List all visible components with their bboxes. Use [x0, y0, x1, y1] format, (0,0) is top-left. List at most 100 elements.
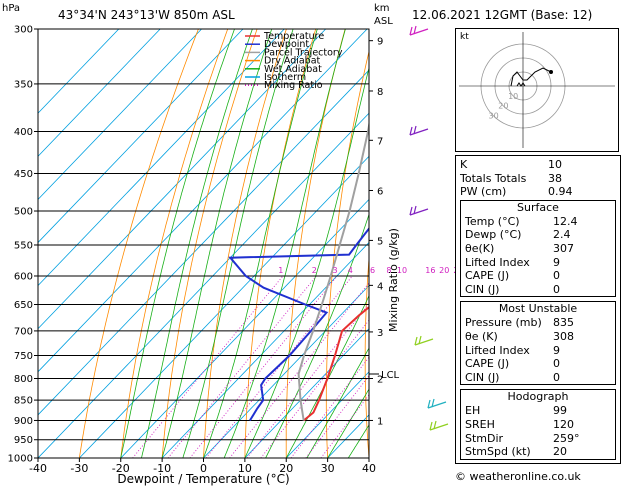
- temperature-tick-label: 40: [362, 462, 376, 475]
- index-value: 835: [553, 316, 574, 330]
- most-unstable-rows: Pressure (mb) 835 θe (K) 308 Lifted Index 9 CA…: [461, 316, 615, 384]
- index-row: Pressure (mb) 835: [461, 316, 615, 330]
- mixing-ratio-line: [189, 275, 338, 458]
- km-tick-label: 6: [377, 186, 383, 197]
- index-value: 12.4: [553, 214, 578, 228]
- surface-section: Surface Temp (°C) 12.4 Dewp (°C) 2.4 θe(K) 30…: [460, 199, 616, 298]
- km-tick-label: 3: [377, 328, 383, 339]
- isotherm-line: [244, 328, 369, 458]
- index-label: Lifted Index: [465, 343, 530, 357]
- isotherm-line: [38, 69, 369, 416]
- legend-label: Temperature: [263, 31, 324, 42]
- index-row: CAPE (J) 0: [461, 269, 615, 283]
- index-row: Lifted Index 9: [461, 256, 615, 270]
- mixing-ratio-label: 8: [386, 266, 391, 275]
- legend-label: Wet Adiabat: [264, 64, 322, 75]
- pressure-tick-label: 1000: [8, 454, 33, 465]
- temperature-tick-label: -40: [29, 462, 47, 475]
- hodograph-storm-marker: [516, 82, 526, 87]
- most-unstable-section: Most Unstable Pressure (mb) 835 θe (K) 308 L…: [460, 301, 616, 386]
- datetime-title: 12.06.2021 12GMT (Base: 12): [412, 8, 593, 22]
- temperature-tick-label: 30: [321, 462, 335, 475]
- index-value: 259°: [553, 431, 580, 445]
- index-value: 9: [553, 343, 560, 357]
- indices-top-section: K 10 Totals Totals 38 PW (cm) 0.94: [456, 156, 620, 200]
- km-tick-label: 9: [377, 37, 383, 48]
- wind-barb: [409, 125, 429, 136]
- hodograph-trace: [510, 67, 552, 87]
- wet-adiabat-line: [120, 29, 235, 458]
- index-row: K 10: [456, 158, 620, 172]
- isotherm-line: [38, 112, 369, 458]
- hodograph-rows: EH 99 SREH 120 StmDir 259° StmSpd (kt) 20: [461, 404, 615, 458]
- index-value: 0: [553, 269, 560, 283]
- isotherm-line: [38, 29, 161, 157]
- km-tick-label: 7: [377, 136, 383, 147]
- legend-label: Dewpoint: [264, 39, 309, 50]
- km-tick-label: 2: [377, 374, 383, 385]
- profile-dewpoint: [228, 227, 369, 422]
- pressure-tick-label: 650: [14, 300, 33, 311]
- index-row: θe(K) 307: [461, 242, 615, 256]
- isotherm-line: [120, 198, 369, 458]
- index-row: CIN (J) 0: [461, 283, 615, 297]
- indices-table: K 10 Totals Totals 38 PW (cm) 0.94 Surface Te…: [455, 155, 621, 464]
- index-label: StmDir: [465, 431, 504, 445]
- dry-adiabat-line: [79, 29, 199, 458]
- hodograph-ring-label: 20: [498, 102, 508, 111]
- pressure-tick-label: 750: [14, 351, 33, 362]
- temperature-tick-label: -10: [153, 462, 171, 475]
- index-value: 308: [553, 329, 574, 343]
- wind-barb: [409, 205, 429, 216]
- km-tick-label: 1: [377, 416, 383, 427]
- index-row: CIN (J) 0: [461, 371, 615, 385]
- mixing-ratio-label: 3: [333, 266, 338, 275]
- temperature-tick-label: 0: [200, 462, 207, 475]
- pressure-tick-label: 850: [14, 396, 33, 407]
- mixing-ratio-label: 2: [312, 266, 317, 275]
- legend-label: Isotherm: [264, 72, 306, 83]
- hodograph-section: Hodograph EH 99 SREH 120 StmDir 259° StmSpd (k…: [460, 389, 616, 460]
- index-value: 120: [553, 417, 574, 431]
- pressure-tick-label: 350: [14, 79, 33, 90]
- wet-adiabat-line: [327, 388, 369, 458]
- index-label: Temp (°C): [465, 214, 520, 228]
- pressure-tick-label: 550: [14, 240, 33, 251]
- mixing-ratio-axis-label: Mixing Ratio (g/kg): [387, 228, 400, 332]
- legend-label: Dry Adiabat: [264, 56, 321, 67]
- x-axis-label: Dewpoint / Temperature (°C): [117, 472, 289, 486]
- km-tick-label: 8: [377, 87, 383, 98]
- wet-adiabat-line: [161, 29, 273, 458]
- mixing-ratio-label: 10: [397, 266, 407, 275]
- index-label: StmSpd (kt): [465, 445, 531, 459]
- mixing-ratio-line: [305, 374, 369, 458]
- hodograph-ring-label: 30: [489, 111, 499, 120]
- index-label: Pressure (mb): [465, 316, 542, 330]
- wind-barb: [414, 335, 434, 346]
- index-row: StmDir 259°: [461, 432, 615, 446]
- pressure-tick-label: 900: [14, 416, 33, 427]
- dry-adiabat-line: [161, 29, 258, 458]
- temperature-tick-label: 20: [279, 462, 293, 475]
- index-value: 9: [553, 255, 560, 269]
- index-label: SREH: [465, 417, 495, 431]
- isotherm-line: [38, 29, 244, 244]
- index-value: 99: [553, 404, 567, 418]
- hodograph-kt-label: kt: [460, 32, 469, 42]
- mixing-ratio-label: 6: [370, 266, 375, 275]
- isotherm-line: [38, 29, 120, 114]
- most-unstable-title: Most Unstable: [498, 302, 578, 316]
- pressure-tick-label: 800: [14, 374, 33, 385]
- mixing-ratio-label: 25: [453, 266, 455, 275]
- plot-frame: [37, 28, 370, 459]
- index-label: Lifted Index: [465, 255, 530, 269]
- pressure-tick-label: 500: [14, 207, 33, 218]
- index-value: 38: [548, 171, 562, 185]
- mixing-ratio-line: [167, 275, 317, 458]
- dry-adiabat-line: [403, 29, 433, 458]
- index-label: EH: [465, 404, 481, 418]
- lcl-label: LCL: [381, 370, 400, 381]
- isotherm-line: [161, 241, 369, 458]
- pressure-tick-label: 400: [14, 127, 33, 138]
